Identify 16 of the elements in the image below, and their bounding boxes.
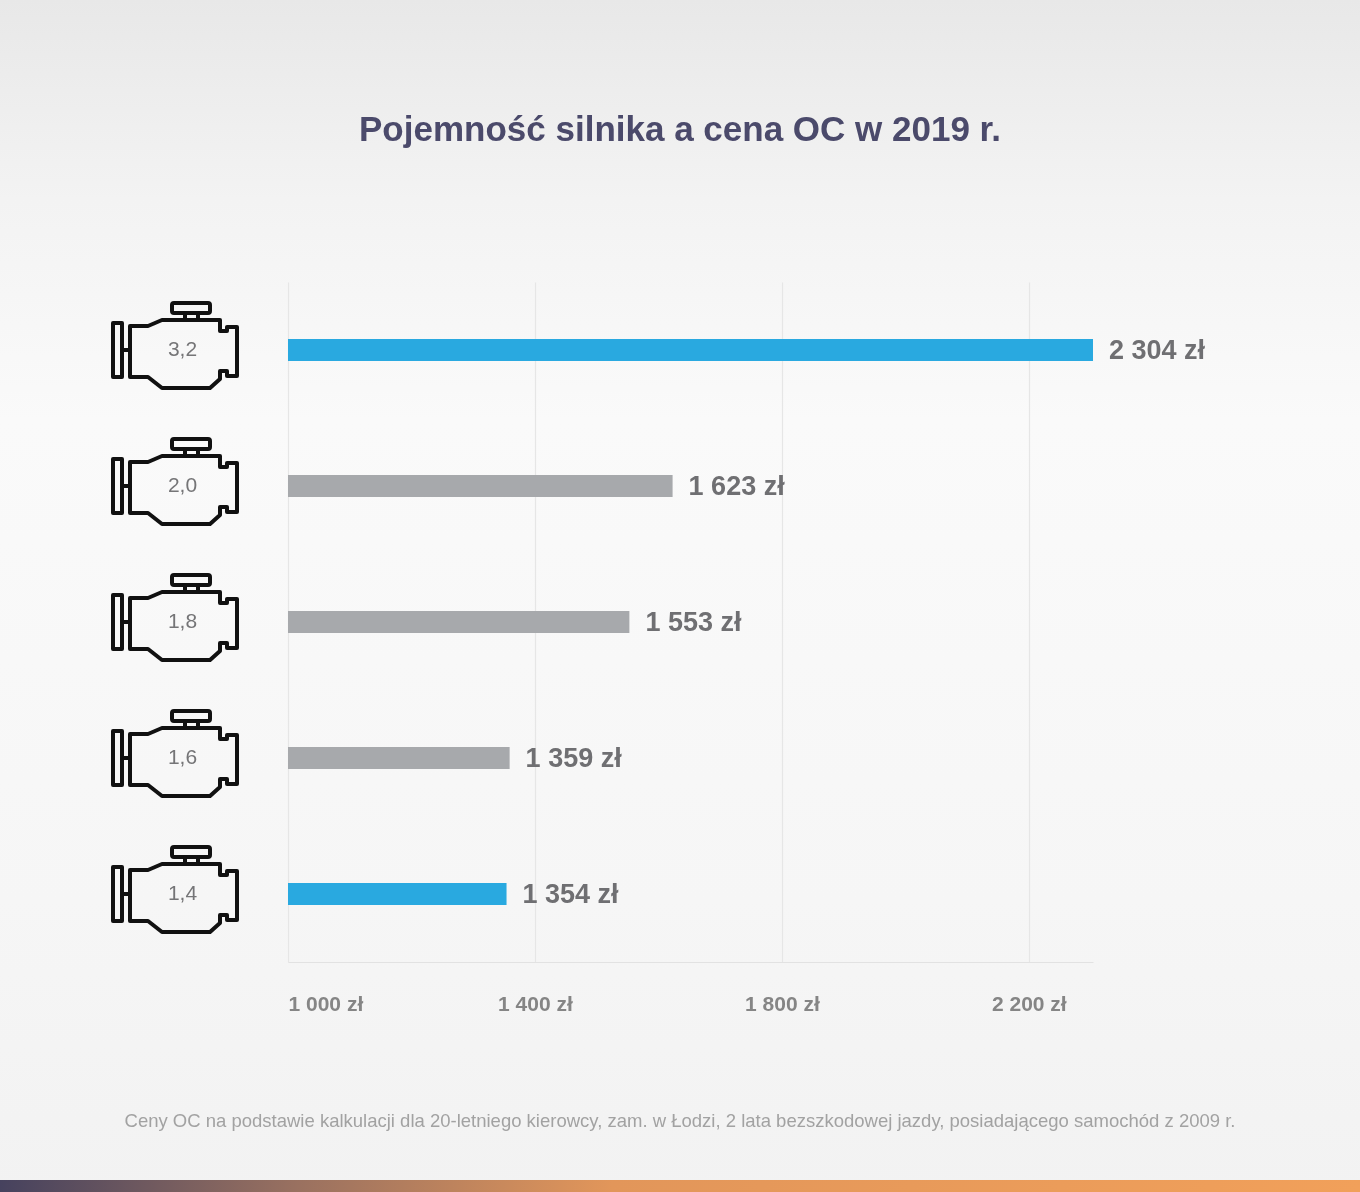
y-tick-label: 1,8 xyxy=(167,609,198,632)
x-tick-label: 1 400 zł xyxy=(498,991,573,1015)
x-tick-label: 1 800 zł xyxy=(745,991,820,1015)
y-tick-label: 1,4 xyxy=(167,881,198,904)
chart-title: Pojemność silnika a cena OC w 2019 r. xyxy=(359,109,1001,148)
y-tick-label: 1,6 xyxy=(167,745,198,768)
x-tick-label: 2 200 zł xyxy=(991,991,1067,1015)
data-label: 1 354 zł xyxy=(522,879,620,909)
data-label: 1 553 zł xyxy=(645,607,742,637)
x-tick-label: 1 000 zł xyxy=(288,991,364,1015)
text: Ceny OC na podstawie kalkulacji dla 20-letniego kierowcy, zam. w Łodzi, 2 lata bezszkodowej jazdy, posiadającego samochód z 2009 r. xyxy=(123,1109,1237,1133)
y-tick-label: 3,2 xyxy=(167,337,198,360)
data-label: 1 623 zł xyxy=(688,471,786,501)
data-label: 2 304 zł xyxy=(1109,335,1206,365)
y-tick-label: 2,0 xyxy=(167,473,198,496)
data-label: 1 359 zł xyxy=(525,743,623,773)
